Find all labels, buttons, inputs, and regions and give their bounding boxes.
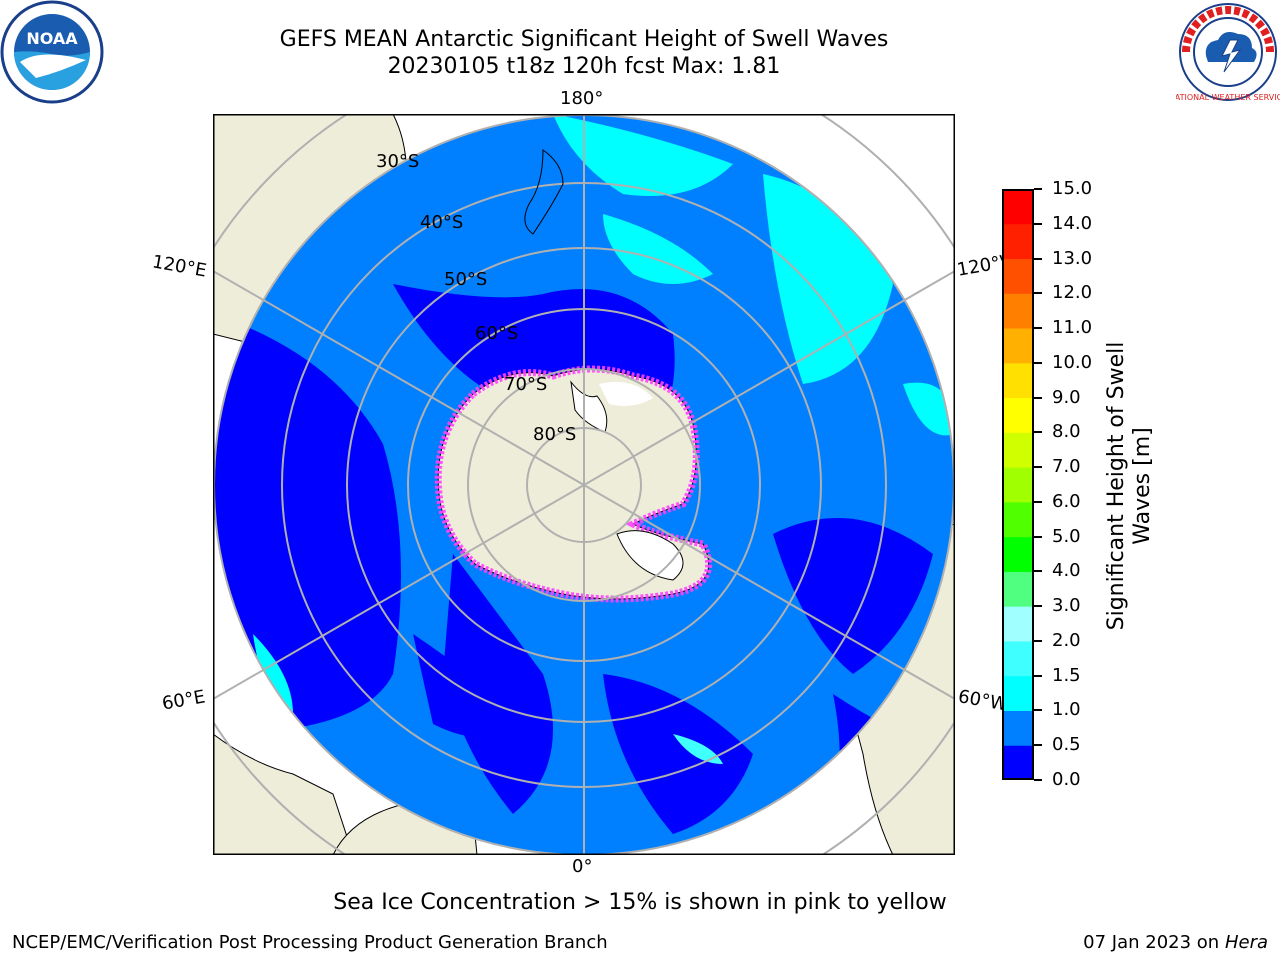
colorbar-segment: [1002, 640, 1034, 677]
colorbar-segment: [1002, 328, 1034, 364]
colorbar-tick-mark: [1034, 396, 1042, 399]
map-title: GEFS MEAN Antarctic Significant Height o…: [279, 27, 889, 52]
map-subtitle: 20230105 t18z 120h fcst Max: 1.81: [387, 54, 781, 79]
lon-label-180: 180°: [560, 88, 604, 109]
lat-label-80s: 80°S: [533, 424, 577, 445]
ice-patch: [599, 381, 653, 406]
colorbar-tick-label: 15.0: [1052, 178, 1093, 199]
lon-label-0: 0°: [572, 856, 593, 877]
lon-label-120e: 120°E: [150, 251, 209, 282]
colorbar-frame: [1002, 189, 1034, 780]
colorbar-segment: [1002, 501, 1034, 538]
colorbar-tick-label: 1.0: [1052, 699, 1081, 721]
colorbar-tick-mark: [1034, 188, 1042, 190]
africa-land: [213, 733, 354, 855]
colorbar-tick-mark: [1034, 639, 1042, 642]
colorbar-tick-label: 12.0: [1052, 282, 1093, 304]
colorbar-tick-mark: [1034, 257, 1042, 260]
colorbar-segment: [1002, 675, 1034, 711]
colorbar-segment: [1002, 223, 1034, 260]
footer-date: 07 Jan 2023 on Hera: [1083, 932, 1268, 953]
colorbar-tick-mark: [1034, 361, 1042, 364]
nws-logo: NATIONAL WEATHER SERVICE: [1176, 3, 1280, 102]
colorbar-tick-label: 6.0: [1052, 490, 1081, 512]
colorbar-tick-mark: [1034, 570, 1042, 573]
colorbar-tick-mark: [1034, 466, 1042, 469]
colorbar-tick-mark: [1034, 222, 1042, 225]
colorbar-segment: [1002, 571, 1034, 607]
colorbar-segment: [1002, 258, 1034, 294]
colorbar-tick-label: 4.0: [1052, 560, 1081, 582]
footer-host: Hera: [1224, 932, 1268, 953]
colorbar-tick-label: 0.5: [1052, 734, 1081, 756]
polar-map: [213, 114, 955, 855]
colorbar-tick-mark: [1034, 431, 1042, 434]
colorbar-segment: [1002, 397, 1034, 433]
colorbar-segment: [1002, 467, 1034, 503]
nws-logo-text: NATIONAL WEATHER SERVICE: [1176, 93, 1280, 102]
lon-label-60w: 60°W: [956, 686, 1006, 715]
new-zealand: [524, 149, 564, 235]
colorbar-tick-label: 0.0: [1052, 769, 1081, 790]
colorbar-tick-label: 9.0: [1052, 386, 1081, 408]
noaa-logo: NOAA: [0, 0, 104, 104]
colorbar-tick-mark: [1034, 674, 1042, 677]
colorbar-segment: [1002, 710, 1034, 746]
colorbar-tick-mark: [1034, 500, 1042, 503]
lat-label-70s: 70°S: [504, 374, 548, 395]
colorbar-label: Significant Height of Swell Waves [m]: [1104, 341, 1155, 631]
colorbar-segment: [1002, 536, 1034, 572]
colorbar-tick-mark: [1034, 744, 1042, 747]
lon-label-60e: 60°E: [160, 686, 207, 715]
colorbar-tick-label: 10.0: [1052, 351, 1093, 373]
colorbar-tick-label: 1.5: [1052, 664, 1081, 686]
lat-label-60s: 60°S: [475, 323, 519, 344]
colorbar-tick-label: 11.0: [1052, 317, 1093, 339]
footer-branch: NCEP/EMC/Verification Post Processing Pr…: [12, 932, 608, 953]
lon-label-120w: 120°W: [955, 252, 1005, 281]
noaa-logo-text: NOAA: [26, 29, 78, 48]
colorbar-tick-label: 8.0: [1052, 421, 1081, 443]
colorbar-tick-mark: [1034, 327, 1042, 330]
footer-date-text: 07 Jan 2023 on: [1083, 932, 1220, 953]
map-frame: [213, 114, 955, 855]
colorbar-tick-mark: [1034, 709, 1042, 712]
colorbar-tick-label: 13.0: [1052, 247, 1093, 269]
colorbar-segment: [1002, 362, 1034, 399]
colorbar-segment: [1002, 745, 1034, 780]
colorbar-tick-mark: [1034, 779, 1042, 781]
colorbar-tick-mark: [1034, 605, 1042, 608]
colorbar-segment: [1002, 293, 1034, 329]
colorbar-tick-label: 5.0: [1052, 525, 1081, 547]
lat-label-30s: 30°S: [376, 151, 420, 172]
colorbar-tick-mark: [1034, 535, 1042, 538]
colorbar-tick-label: 2.0: [1052, 629, 1081, 651]
lat-label-50s: 50°S: [444, 269, 488, 290]
colorbar-tick-label: 14.0: [1052, 212, 1093, 234]
sea-ice-note: Sea Ice Concentration > 15% is shown in …: [333, 890, 947, 915]
colorbar-tick-label: 3.0: [1052, 595, 1081, 617]
colorbar-tick-mark: [1034, 292, 1042, 295]
colorbar-segment: [1002, 432, 1034, 468]
colorbar: [1002, 189, 1034, 780]
colorbar-segment: [1002, 189, 1034, 225]
colorbar-segment: [1002, 606, 1034, 642]
colorbar-tick-label: 7.0: [1052, 456, 1081, 478]
lat-label-40s: 40°S: [420, 212, 464, 233]
